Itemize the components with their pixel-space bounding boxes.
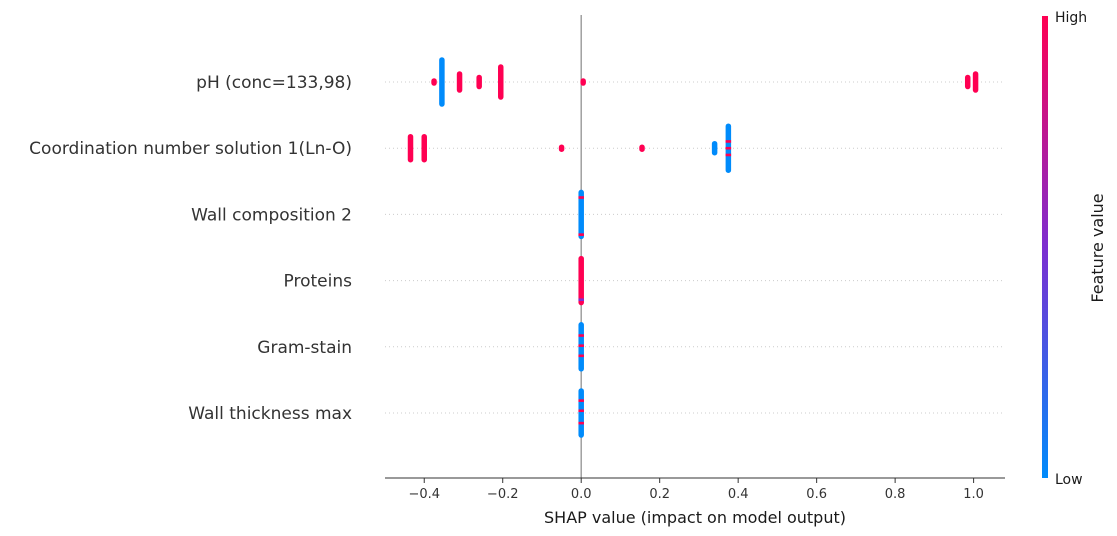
- feature-label: Wall composition 2: [191, 205, 352, 225]
- x-tick-label: −0.2: [487, 487, 519, 502]
- colorbar-high-label: High: [1055, 10, 1087, 26]
- x-tick-label: 0.8: [885, 487, 906, 502]
- feature-label: Proteins: [284, 272, 353, 292]
- feature-label: pH (conc=133,98): [196, 73, 352, 93]
- x-tick-label: 0.2: [649, 487, 670, 502]
- x-tick-label: 1.0: [963, 487, 984, 502]
- x-axis-title: SHAP value (impact on model output): [544, 508, 846, 527]
- colorbar-title: Feature value: [1088, 193, 1107, 302]
- colorbar: High Low Feature value: [1042, 10, 1107, 488]
- x-tick-label: 0.6: [806, 487, 827, 502]
- colorbar-gradient: [1042, 16, 1048, 478]
- feature-label: Wall thickness max: [188, 404, 352, 424]
- x-tick-label: −0.4: [408, 487, 440, 502]
- data-points: [407, 57, 979, 438]
- feature-label: Coordination number solution 1(Ln-O): [29, 139, 352, 159]
- colorbar-low-label: Low: [1055, 472, 1083, 488]
- feature-rows: pH (conc=133,98) Coordination number solu…: [29, 73, 1005, 424]
- x-tick-label: 0.0: [571, 487, 592, 502]
- x-tick-label: 0.4: [728, 487, 749, 502]
- feature-label: Gram-stain: [257, 338, 352, 358]
- x-axis: −0.4 −0.2 0.0 0.2 0.4 0.6 0.8 1.0: [385, 477, 1005, 502]
